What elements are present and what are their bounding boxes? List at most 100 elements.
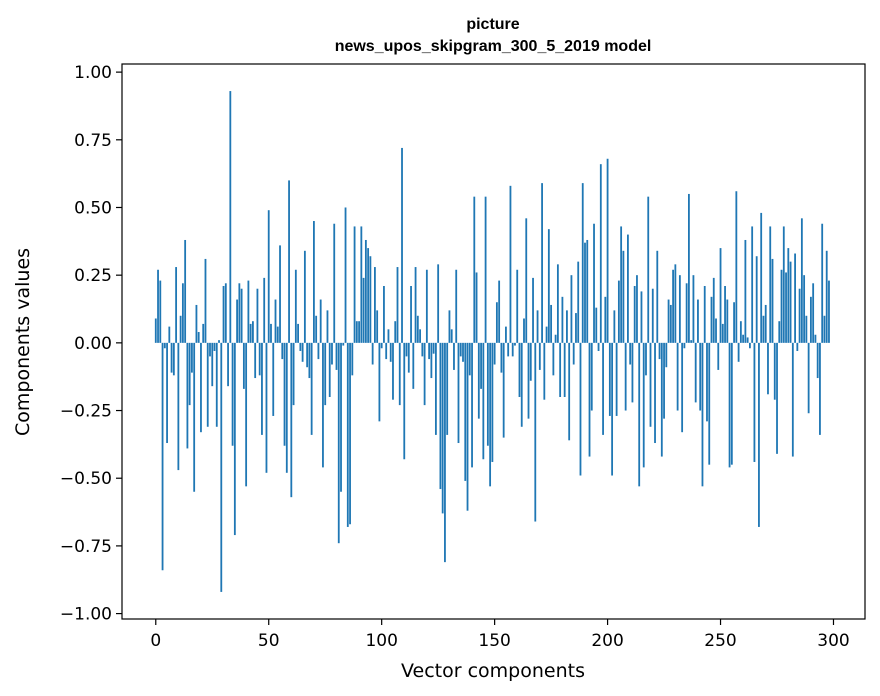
bar bbox=[760, 212, 763, 343]
bar bbox=[371, 342, 374, 365]
bar bbox=[665, 342, 668, 368]
bar bbox=[308, 342, 311, 379]
bar bbox=[331, 342, 333, 365]
bar bbox=[473, 196, 476, 343]
bar bbox=[401, 147, 403, 343]
bar bbox=[159, 280, 162, 343]
bar bbox=[439, 342, 442, 490]
bar bbox=[166, 342, 168, 444]
bar bbox=[206, 342, 209, 427]
bar bbox=[288, 180, 290, 343]
x-tick-label: 200 bbox=[591, 631, 623, 651]
bar bbox=[394, 321, 397, 343]
bar bbox=[380, 342, 383, 349]
bar bbox=[414, 267, 417, 343]
bar bbox=[532, 277, 534, 343]
bar bbox=[333, 223, 336, 343]
bar bbox=[597, 342, 600, 351]
bar bbox=[690, 340, 693, 343]
bar bbox=[566, 310, 568, 343]
bar bbox=[753, 342, 756, 462]
bar bbox=[575, 313, 577, 343]
bars-group bbox=[154, 91, 830, 592]
bar bbox=[263, 277, 266, 343]
bar bbox=[218, 340, 220, 343]
bar bbox=[163, 342, 166, 349]
bar bbox=[459, 342, 462, 357]
bar bbox=[733, 302, 735, 343]
bar bbox=[258, 342, 261, 376]
bar bbox=[430, 342, 433, 379]
bar bbox=[699, 342, 702, 411]
bar bbox=[516, 269, 519, 343]
bar bbox=[631, 342, 634, 403]
bar bbox=[421, 342, 424, 357]
bar bbox=[340, 342, 342, 492]
bar bbox=[498, 280, 501, 343]
bar bbox=[550, 304, 553, 343]
bar bbox=[407, 342, 410, 373]
bar bbox=[538, 342, 541, 370]
bar bbox=[482, 342, 485, 460]
bar bbox=[584, 242, 586, 343]
bar bbox=[403, 342, 406, 460]
bar bbox=[577, 261, 580, 343]
bar bbox=[554, 334, 557, 343]
x-tick-label: 0 bbox=[150, 631, 161, 651]
bar bbox=[367, 248, 370, 343]
bar bbox=[222, 286, 225, 343]
bar bbox=[326, 310, 329, 343]
bar bbox=[471, 342, 473, 468]
bar bbox=[236, 299, 238, 343]
bar bbox=[744, 239, 747, 343]
bar bbox=[213, 342, 216, 351]
bar bbox=[688, 193, 690, 343]
x-tick-label: 250 bbox=[704, 631, 736, 651]
bar bbox=[520, 342, 523, 427]
bar bbox=[762, 315, 765, 343]
bar bbox=[247, 280, 250, 343]
bar bbox=[272, 342, 275, 416]
bar bbox=[541, 183, 543, 343]
bar bbox=[545, 326, 548, 343]
bar bbox=[220, 342, 223, 592]
bar bbox=[466, 342, 469, 511]
bar bbox=[376, 310, 379, 343]
bar bbox=[412, 342, 415, 389]
bar bbox=[692, 275, 695, 343]
bar bbox=[715, 318, 717, 343]
bar bbox=[310, 342, 313, 435]
bar bbox=[791, 342, 794, 457]
bar bbox=[746, 337, 749, 343]
bar bbox=[434, 342, 437, 435]
bar bbox=[195, 304, 198, 343]
bar bbox=[215, 342, 218, 427]
bar bbox=[480, 342, 482, 389]
bar bbox=[179, 315, 182, 343]
bar bbox=[502, 342, 505, 438]
bar bbox=[586, 239, 589, 343]
bar bbox=[364, 239, 367, 343]
bar bbox=[674, 264, 677, 343]
bar bbox=[290, 342, 293, 498]
bar bbox=[767, 342, 769, 395]
bar bbox=[313, 221, 315, 343]
bar bbox=[683, 342, 686, 349]
bar bbox=[224, 283, 227, 343]
bar bbox=[676, 342, 679, 411]
bar bbox=[297, 323, 299, 343]
bar bbox=[252, 321, 254, 343]
bar bbox=[349, 342, 351, 525]
bar bbox=[701, 342, 704, 487]
bar bbox=[615, 342, 618, 416]
bar bbox=[484, 196, 487, 343]
bar bbox=[416, 315, 419, 343]
bar bbox=[803, 275, 806, 343]
bar bbox=[410, 286, 412, 343]
bar bbox=[184, 239, 187, 343]
bar bbox=[703, 286, 706, 343]
bar bbox=[270, 323, 272, 343]
bar bbox=[229, 91, 232, 343]
bar bbox=[647, 196, 650, 343]
bar bbox=[441, 342, 444, 514]
